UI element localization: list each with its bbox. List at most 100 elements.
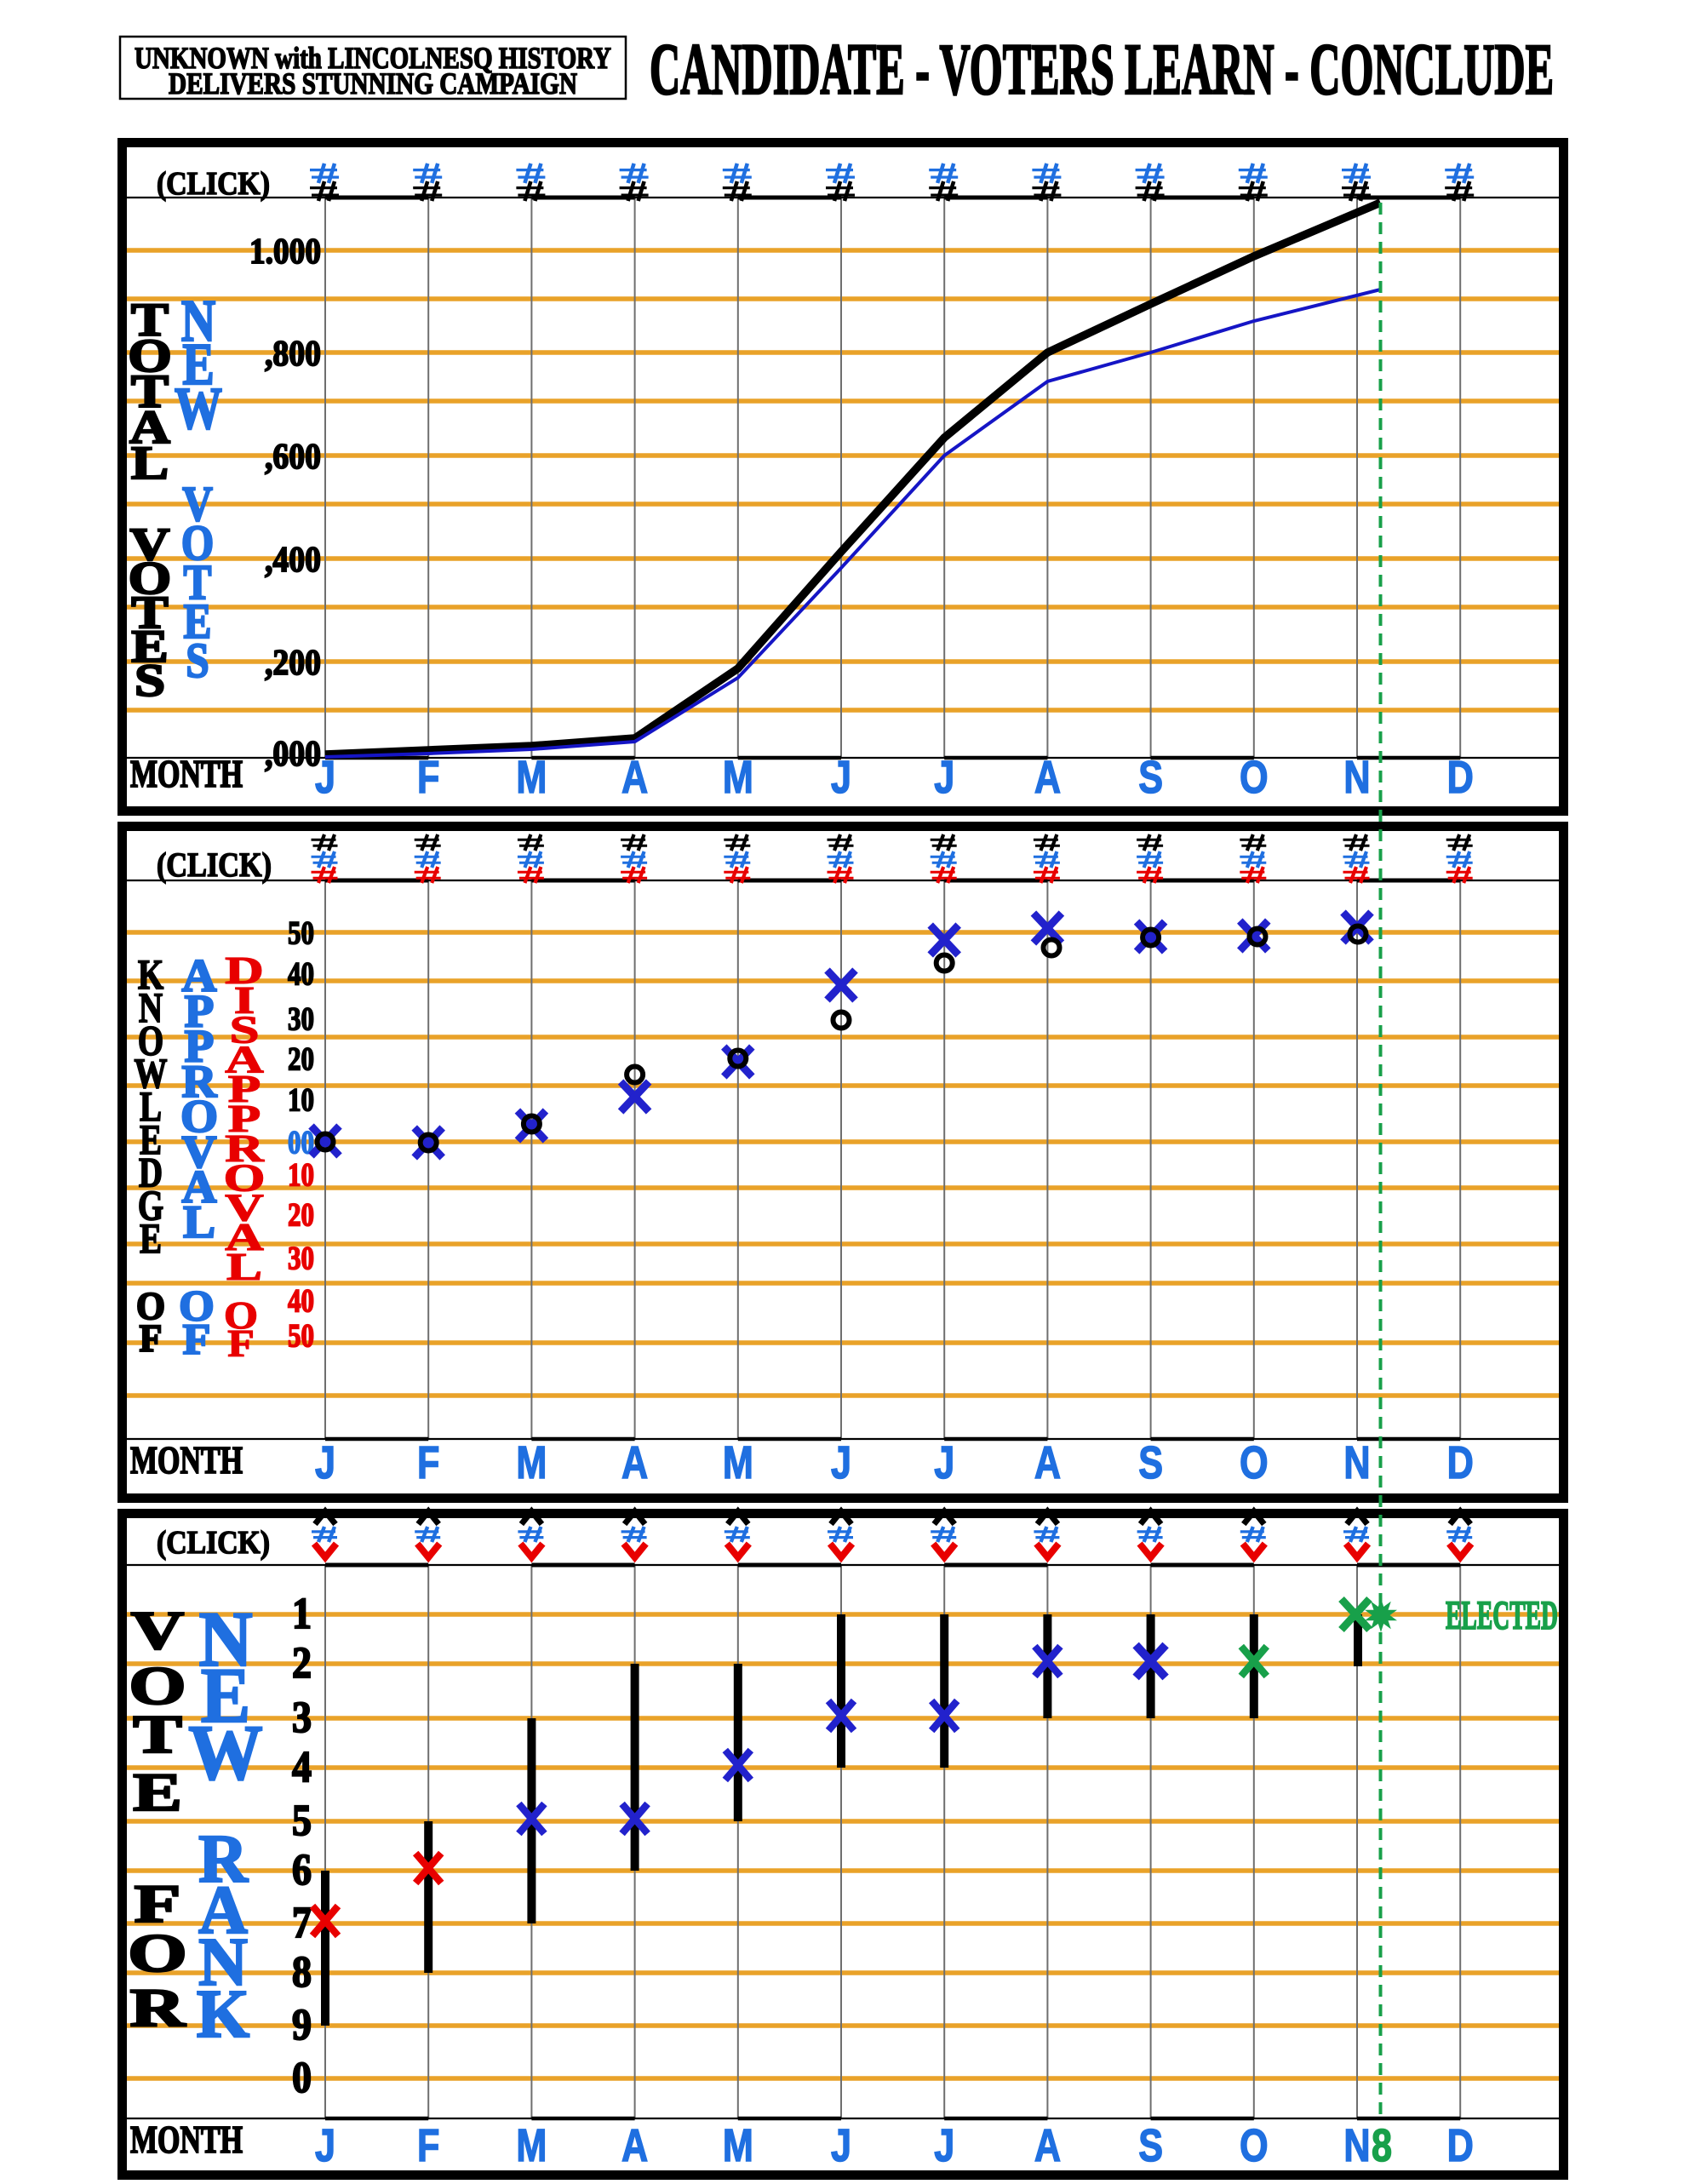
svg-text:30: 30 [288,1001,314,1038]
svg-text:0: 0 [292,2054,312,2102]
svg-text:7: 7 [292,1899,312,1947]
svg-text:S: S [1138,2121,1163,2172]
svg-text:30: 30 [288,1241,314,1277]
svg-text:F: F [183,1316,211,1364]
svg-text:50: 50 [288,915,314,952]
svg-text:A: A [182,1161,217,1212]
svg-text:V: V [130,519,170,570]
svg-text:K: K [197,1977,249,2052]
svg-text:MONTH: MONTH [130,752,243,795]
svg-text:W: W [135,1050,168,1098]
svg-text:N: N [198,1596,252,1683]
svg-text:E: E [184,593,212,649]
svg-text:M: M [723,2121,753,2172]
svg-text:V: V [182,476,213,531]
svg-text:(CLICK): (CLICK) [157,1525,270,1561]
svg-text:R: R [225,1127,265,1170]
svg-text:M: M [516,753,547,804]
svg-text:N: N [1343,1438,1370,1489]
svg-text:A: A [225,1038,264,1081]
svg-text:R: R [182,1056,218,1106]
svg-text:E: E [133,1763,182,1823]
svg-text:,400: ,400 [265,541,321,580]
svg-text:L: L [183,1196,215,1247]
svg-text:2: 2 [292,1639,312,1688]
svg-text:,800: ,800 [265,335,321,374]
svg-text:O: O [129,553,171,604]
svg-text:MONTH: MONTH [130,1438,243,1482]
svg-text:J: J [315,753,335,804]
svg-text:10: 10 [288,1157,314,1194]
svg-text:F: F [227,1323,255,1365]
svg-text:J: J [934,753,954,804]
svg-text:D: D [225,949,263,992]
svg-text:10: 10 [288,1082,314,1119]
svg-text:8: 8 [1372,2121,1392,2172]
svg-text:A: A [1034,1438,1061,1489]
svg-text:O: O [224,1295,258,1337]
svg-text:N: N [181,288,215,353]
svg-text:N: N [1343,2121,1370,2172]
svg-text:A: A [182,950,217,1000]
svg-text:9: 9 [292,2001,312,2049]
svg-text:O: O [138,1017,163,1064]
svg-text:A: A [225,1216,264,1258]
svg-text:F: F [417,2121,439,2172]
svg-text:E: E [131,621,168,672]
svg-text:P: P [185,1021,215,1071]
svg-text:W: W [188,1710,262,1797]
svg-text:S: S [135,655,165,706]
svg-text:P: P [228,1098,261,1140]
svg-text:P: P [228,1068,261,1110]
svg-text:O: O [180,1091,218,1141]
svg-text:O: O [181,515,214,570]
svg-text:L: L [131,438,169,490]
svg-text:D: D [1447,2121,1474,2172]
svg-text:S: S [1138,1438,1163,1489]
svg-text:I: I [234,979,255,1022]
svg-text:D: D [1447,1438,1474,1489]
svg-text:50: 50 [288,1318,314,1355]
svg-text:N: N [139,983,163,1031]
svg-text:O: O [1240,753,1269,804]
svg-text:00: 00 [288,1125,314,1161]
svg-text:J: J [934,2121,954,2172]
svg-text:O: O [224,1156,266,1199]
svg-text:40: 40 [288,1283,314,1320]
svg-text:8: 8 [292,1948,312,1997]
svg-text:A: A [621,2121,648,2172]
svg-text:O: O [1240,2121,1269,2172]
svg-text:1.000: 1.000 [249,232,321,272]
svg-text:4: 4 [292,1743,312,1791]
svg-text:J: J [831,753,851,804]
svg-text:E: E [182,331,214,397]
svg-text:O: O [136,1284,165,1327]
svg-text:D: D [1447,753,1474,804]
svg-text:L: L [140,1082,162,1130]
svg-text:J: J [831,1438,851,1489]
svg-text:20: 20 [288,1197,314,1234]
svg-text:R: R [130,1977,186,2038]
svg-text:N: N [1343,753,1370,804]
svg-text:A: A [129,402,170,454]
svg-text:R: R [198,1822,249,1897]
svg-text:O: O [128,330,171,382]
svg-text:3: 3 [292,1694,312,1742]
svg-text:M: M [516,2121,547,2172]
svg-text:A: A [1034,2121,1061,2172]
svg-text:M: M [516,1438,547,1489]
svg-text:V: V [225,1186,263,1229]
svg-text:6: 6 [292,1846,312,1895]
svg-text:T: T [184,554,212,610]
svg-text:J: J [831,2121,851,2172]
svg-text:DELIVERS STUNNING CAMPAIGN: DELIVERS STUNNING CAMPAIGN [169,66,577,100]
svg-text:S: S [186,633,209,688]
svg-text:A: A [198,1873,248,1948]
svg-text:(CLICK): (CLICK) [157,846,272,884]
svg-text:ELECTED: ELECTED [1446,1593,1558,1638]
svg-text:UNKNOWN with LINCOLNESQ HISTOR: UNKNOWN with LINCOLNESQ HISTORY [135,41,611,75]
svg-text:,200: ,200 [265,644,321,683]
svg-text:A: A [621,1438,648,1489]
svg-text:5: 5 [292,1797,312,1845]
svg-text:E: E [140,1214,162,1262]
